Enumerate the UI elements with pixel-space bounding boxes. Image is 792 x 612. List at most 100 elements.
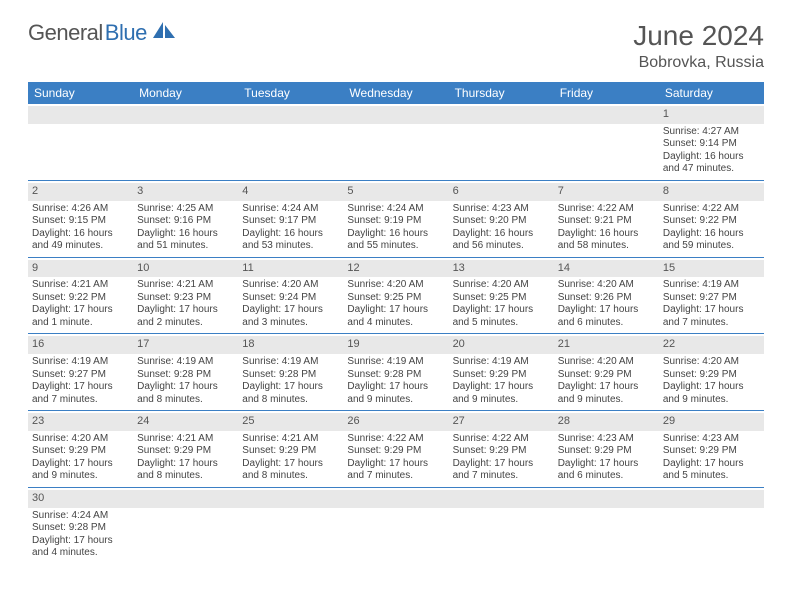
col-thursday: Thursday (449, 82, 554, 104)
sun-info-line: Sunrise: 4:19 AM (137, 356, 234, 369)
day-number: 17 (133, 336, 238, 354)
sun-info: Sunrise: 4:23 AMSunset: 9:29 PMDaylight:… (663, 433, 760, 483)
calendar-day-cell: 27Sunrise: 4:22 AMSunset: 9:29 PMDayligh… (449, 411, 554, 488)
sun-info-line: and 8 minutes. (242, 470, 339, 483)
day-number: 25 (238, 413, 343, 431)
day-number: 10 (133, 260, 238, 278)
sun-info: Sunrise: 4:20 AMSunset: 9:29 PMDaylight:… (32, 433, 129, 483)
sun-info-line: Sunset: 9:25 PM (453, 292, 550, 305)
calendar-day-cell: 18Sunrise: 4:19 AMSunset: 9:28 PMDayligh… (238, 334, 343, 411)
day-number: 19 (343, 336, 448, 354)
sun-info-line: Sunrise: 4:24 AM (347, 203, 444, 216)
sun-info-line: and 49 minutes. (32, 240, 129, 253)
calendar-day-cell (554, 104, 659, 180)
sun-info-line: Sunrise: 4:19 AM (32, 356, 129, 369)
sun-info-line: Daylight: 17 hours (242, 458, 339, 471)
sun-info-line: Daylight: 16 hours (663, 228, 760, 241)
sun-info-line: Sunset: 9:19 PM (347, 215, 444, 228)
sun-info-line: Sunset: 9:29 PM (32, 445, 129, 458)
sun-info: Sunrise: 4:20 AMSunset: 9:29 PMDaylight:… (663, 356, 760, 406)
calendar-day-cell: 26Sunrise: 4:22 AMSunset: 9:29 PMDayligh… (343, 411, 448, 488)
calendar-week-row: 1Sunrise: 4:27 AMSunset: 9:14 PMDaylight… (28, 104, 764, 180)
sun-info: Sunrise: 4:19 AMSunset: 9:29 PMDaylight:… (453, 356, 550, 406)
sun-info-line: and 2 minutes. (137, 317, 234, 330)
calendar-day-cell (449, 104, 554, 180)
day-number: 22 (659, 336, 764, 354)
sun-info: Sunrise: 4:26 AMSunset: 9:15 PMDaylight:… (32, 203, 129, 253)
sun-info-line: Daylight: 17 hours (663, 381, 760, 394)
calendar-day-cell: 19 Sunrise: 4:19 AMSunset: 9:28 PMDayligh… (343, 334, 448, 411)
calendar-day-cell: 1Sunrise: 4:27 AMSunset: 9:14 PMDaylight… (659, 104, 764, 180)
sun-info-line: and 9 minutes. (558, 394, 655, 407)
sun-info-line: and 8 minutes. (137, 470, 234, 483)
day-number: 8 (659, 183, 764, 201)
sun-info-line: Sunset: 9:28 PM (32, 522, 129, 535)
sun-info-line: Sunset: 9:29 PM (558, 369, 655, 382)
sun-info-line: and 9 minutes. (663, 394, 760, 407)
sun-info-line: Sunset: 9:29 PM (453, 445, 550, 458)
sun-info-line: and 56 minutes. (453, 240, 550, 253)
calendar-week-row: 23Sunrise: 4:20 AMSunset: 9:29 PMDayligh… (28, 411, 764, 488)
sun-info-line: Sunrise: 4:20 AM (347, 279, 444, 292)
sun-info: Sunrise: 4:21 AMSunset: 9:29 PMDaylight:… (242, 433, 339, 483)
day-number: 20 (449, 336, 554, 354)
sun-info-line: Daylight: 17 hours (137, 458, 234, 471)
sun-info: Sunrise: 4:25 AMSunset: 9:16 PMDaylight:… (137, 203, 234, 253)
calendar-day-cell: 10Sunrise: 4:21 AMSunset: 9:23 PMDayligh… (133, 257, 238, 334)
day-number (554, 490, 659, 508)
sun-info-line: Sunset: 9:20 PM (453, 215, 550, 228)
sun-info: Sunrise: 4:19 AMSunset: 9:27 PMDaylight:… (663, 279, 760, 329)
sun-info-line: Daylight: 17 hours (558, 304, 655, 317)
calendar-day-cell: 25 Sunrise: 4:21 AMSunset: 9:29 PMDayligh… (238, 411, 343, 488)
calendar-week-row: 16Sunrise: 4:19 AMSunset: 9:27 PMDayligh… (28, 334, 764, 411)
sun-info-line: Sunrise: 4:21 AM (242, 433, 339, 446)
sun-info-line: Daylight: 17 hours (32, 381, 129, 394)
sun-info-line: Daylight: 17 hours (242, 381, 339, 394)
sun-info-line: Sunset: 9:14 PM (663, 138, 760, 151)
brand-logo: GeneralBlue (28, 20, 177, 46)
sun-info-line: and 7 minutes. (347, 470, 444, 483)
sun-info-line: and 55 minutes. (347, 240, 444, 253)
sun-info-line: and 47 minutes. (663, 163, 760, 176)
sun-info-line: Sunset: 9:21 PM (558, 215, 655, 228)
day-number: 26 (343, 413, 448, 431)
sun-info: Sunrise: 4:22 AMSunset: 9:29 PMDaylight:… (453, 433, 550, 483)
sun-info-line: Sunset: 9:27 PM (32, 369, 129, 382)
sun-info-line: and 8 minutes. (242, 394, 339, 407)
sun-info-line: Sunrise: 4:27 AM (663, 126, 760, 139)
sun-info: Sunrise: 4:19 AMSunset: 9:28 PMDaylight:… (347, 356, 444, 406)
sun-info-line: and 4 minutes. (347, 317, 444, 330)
sun-info-line: and 7 minutes. (453, 470, 550, 483)
sun-info-line: Sunset: 9:29 PM (137, 445, 234, 458)
sun-info: Sunrise: 4:22 AMSunset: 9:22 PMDaylight:… (663, 203, 760, 253)
sun-info-line: Sunrise: 4:20 AM (558, 279, 655, 292)
sun-info-line: Sunset: 9:23 PM (137, 292, 234, 305)
sun-info-line: Sunset: 9:22 PM (32, 292, 129, 305)
calendar-day-cell: 24Sunrise: 4:21 AMSunset: 9:29 PMDayligh… (133, 411, 238, 488)
sun-info-line: Daylight: 17 hours (453, 381, 550, 394)
day-number: 14 (554, 260, 659, 278)
sun-info-line: Daylight: 17 hours (137, 381, 234, 394)
sun-info-line: and 9 minutes. (347, 394, 444, 407)
sun-info-line: Daylight: 16 hours (663, 151, 760, 164)
day-number (449, 490, 554, 508)
day-number: 29 (659, 413, 764, 431)
sun-info-line: Sunset: 9:27 PM (663, 292, 760, 305)
day-number (133, 490, 238, 508)
page-header: GeneralBlue June 2024 Bobrovka, Russia (28, 20, 764, 72)
sun-info-line: Sunrise: 4:26 AM (32, 203, 129, 216)
sun-info-line: and 9 minutes. (32, 470, 129, 483)
calendar-day-cell (343, 487, 448, 563)
calendar-day-cell (133, 487, 238, 563)
sun-info-line: Sunrise: 4:20 AM (663, 356, 760, 369)
day-number: 7 (554, 183, 659, 201)
sun-info: Sunrise: 4:20 AMSunset: 9:25 PMDaylight:… (347, 279, 444, 329)
calendar-table: Sunday Monday Tuesday Wednesday Thursday… (28, 82, 764, 564)
day-number: 2 (28, 183, 133, 201)
sun-info-line: Daylight: 16 hours (453, 228, 550, 241)
calendar-day-cell: 5Sunrise: 4:24 AMSunset: 9:19 PMDaylight… (343, 180, 448, 257)
day-number: 4 (238, 183, 343, 201)
calendar-day-cell: 30Sunrise: 4:24 AMSunset: 9:28 PMDayligh… (28, 487, 133, 563)
sun-info-line: Sunset: 9:26 PM (558, 292, 655, 305)
calendar-day-cell: 8 Sunrise: 4:22 AMSunset: 9:22 PMDaylight… (659, 180, 764, 257)
